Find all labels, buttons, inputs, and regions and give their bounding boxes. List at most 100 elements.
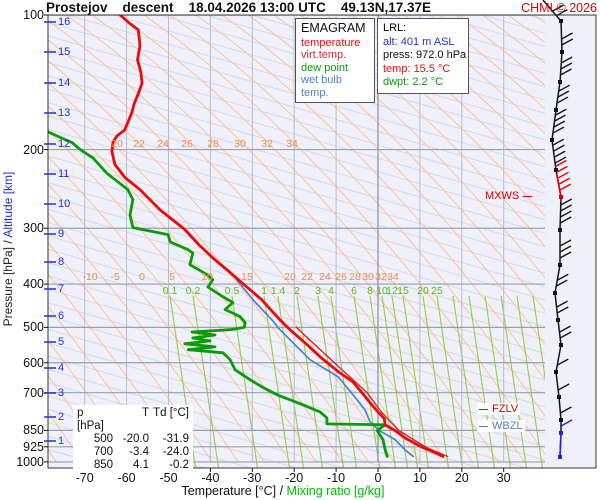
temp-tick--60: -60 [117, 471, 136, 485]
temp-tick-0: 0 [374, 471, 382, 485]
legend-item-2: dew point [301, 61, 349, 74]
adiabat-label--10: -10 [82, 271, 98, 283]
table-row: 500 -20.0 -31.9 [77, 433, 189, 446]
temp-tick--70: -70 [75, 471, 94, 485]
adiabat-label-22: 22 [133, 138, 145, 150]
mxws-annotation: MXWS [485, 190, 533, 202]
mixing-ratio-label-2: 2 [294, 285, 300, 297]
x-axis-title: Temperature [°C] / Mixing ratio [g/kg] [48, 484, 518, 498]
mxws-dash [523, 195, 533, 197]
altitude-tick-15: 15 [58, 46, 71, 58]
altitude-tick-3: 3 [58, 387, 65, 399]
altitude-tick-1: 1 [58, 435, 65, 447]
altitude-tick-11: 11 [58, 168, 70, 180]
adiabat-label-5: 5 [169, 271, 175, 283]
adiabat-label-32: 32 [261, 138, 273, 150]
station-name: Prostejov [46, 0, 108, 15]
mixing-ratio-label-10: 10 [376, 285, 388, 297]
temp-tick-10: 10 [412, 471, 427, 485]
adiabat-label--5: -5 [110, 271, 120, 283]
adiabat-label-15: 15 [241, 271, 253, 283]
temp-tick--10: -10 [327, 471, 346, 485]
table-cell: -20.0 [122, 433, 149, 445]
table-row: 700 -3.4 -24.0 [77, 446, 189, 459]
adiabat-label-20: 20 [111, 138, 123, 150]
adiabat-label-30: 30 [362, 271, 374, 283]
adiabat-label-30: 30 [234, 138, 246, 150]
x-axis-title-mixing: Mixing ratio [g/kg] [286, 484, 385, 498]
lrl-title: LRL: [383, 22, 407, 34]
table-cell: 850 [93, 459, 113, 471]
table-cell: -24.0 [162, 446, 189, 458]
mixing-ratio-label-12: 12 [386, 285, 398, 297]
table-header-cell: Td [°C] [153, 407, 189, 419]
table-header-cell: p [hPa] [77, 407, 104, 432]
pressure-tick-600: 600 [23, 355, 44, 370]
pressure-tick-1000: 1000 [16, 454, 44, 469]
altitude-tick-14: 14 [58, 77, 71, 89]
adiabat-label-10: 10 [201, 271, 213, 283]
altitude-tick-8: 8 [58, 256, 65, 268]
lrl-box: LRL: alt: 401 m ASL press: 972.0 hPa temp:… [377, 18, 469, 94]
copyright-label: CHMI © 2026 [521, 1, 597, 15]
lrl-values: alt: 401 m ASL press: 972.0 hPa temp: 15.5… [383, 35, 466, 90]
altitude-tick-5: 5 [58, 336, 65, 348]
fzlv-label: FZLV [492, 403, 519, 415]
table-header-row: p [hPa] T Td [°C] [77, 407, 189, 433]
wbzl-label: WBZL [492, 420, 523, 432]
legend-item-1: virt.temp. [301, 49, 347, 61]
legend-items: temperature virt.temp. dew point wet bulb t… [301, 37, 369, 100]
adiabat-label-34: 34 [387, 271, 399, 283]
mixing-ratio-label-1: 1 [261, 285, 267, 297]
mixing-ratio-label-15: 15 [397, 285, 409, 297]
pressure-tick-100: 100 [23, 8, 44, 22]
pressure-tick-925: 925 [23, 439, 44, 454]
table-cell: 500 [93, 433, 113, 445]
table-cell: -0.2 [169, 459, 189, 471]
fzlv-dash [479, 408, 488, 410]
pressure-tick-400: 400 [23, 277, 44, 292]
altitude-tick-13: 13 [58, 107, 71, 119]
lrl-line-0: alt: 401 m ASL [383, 35, 455, 48]
adiabat-label-32: 32 [375, 271, 387, 283]
coordinates: 49.13N,17.37E [340, 0, 431, 15]
altitude-tick-10: 10 [58, 198, 71, 210]
temp-tick-20: 20 [454, 471, 469, 485]
mixing-ratio-label-3: 3 [315, 285, 321, 297]
altitude-tick-7: 7 [58, 283, 65, 295]
table-cell: 4.1 [133, 459, 149, 471]
altitude-tick-12: 12 [58, 138, 71, 150]
adiabat-label-22: 22 [301, 271, 313, 283]
mixing-ratio-label-25: 25 [431, 285, 443, 297]
mixing-ratio-label-0.1: 0.1 [162, 285, 178, 297]
altitude-tick-9: 9 [58, 228, 65, 240]
table-cell: -3.4 [129, 446, 149, 458]
pressure-tick-300: 300 [23, 221, 44, 236]
temp-tick--20: -20 [285, 471, 304, 485]
temp-tick--30: -30 [243, 471, 262, 485]
adiabat-label-28: 28 [207, 138, 219, 150]
fzlv-annotation: FZLV [477, 403, 521, 415]
altitude-tick-16: 16 [58, 16, 71, 28]
adiabat-label-20: 20 [284, 271, 296, 283]
pressure-tick-700: 700 [23, 385, 44, 400]
page-title: Prostejov descent 18.04.2026 13:00 UTC 4… [46, 0, 431, 15]
altitude-tick-6: 6 [58, 310, 65, 322]
mixing-ratio-label-0.5: 0.5 [224, 285, 240, 297]
lrl-line-2: temp: 15.5 °C [383, 62, 451, 75]
lrl-line-3: dwpt: 2.2 °C [383, 76, 444, 88]
table-cell: 700 [93, 446, 113, 458]
altitude-tick-2: 2 [58, 411, 65, 423]
adiabat-label-26: 26 [181, 138, 193, 150]
mixing-ratio-label-4: 4 [328, 285, 334, 297]
mixing-ratio-label-1.4: 1.4 [270, 285, 286, 297]
wbzl-dash [479, 425, 488, 427]
mixing-ratio-label-6: 6 [351, 285, 357, 297]
temp-tick--40: -40 [201, 471, 220, 485]
altitude-tick-4: 4 [58, 362, 65, 374]
adiabat-label-0: 0 [139, 271, 145, 283]
mixing-ratio-label-8: 8 [367, 285, 373, 297]
adiabat-label-34: 34 [286, 138, 298, 150]
table-cell: -31.9 [162, 433, 189, 445]
legend-item-0: temperature [301, 36, 361, 49]
